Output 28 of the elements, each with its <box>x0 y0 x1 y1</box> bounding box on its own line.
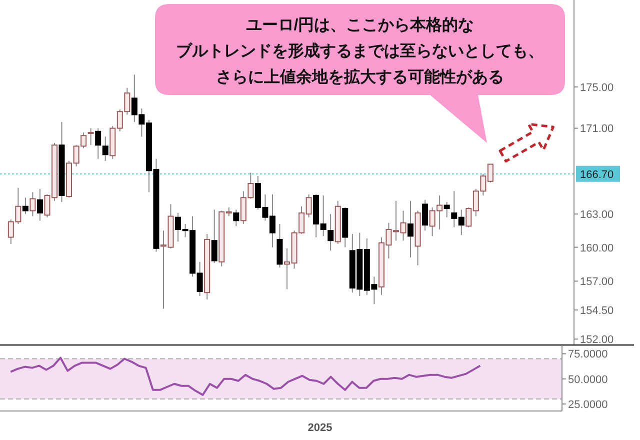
y-tick-label: 175.00 <box>580 82 614 94</box>
annotation: ブルトレンドを形成するまでは至らないとしても、 <box>176 42 544 60</box>
annotation: さらに上値余地を拡大する可能性がある <box>216 68 504 86</box>
y-tick-label: 25.0000 <box>568 398 608 411</box>
candlestick <box>408 200 414 258</box>
candlestick <box>422 199 428 232</box>
y-tick-label: 160.00 <box>580 242 614 254</box>
text: 2025 <box>308 422 332 434</box>
y-tick-label: 154.50 <box>580 304 614 317</box>
candlestick <box>30 192 36 217</box>
candlestick <box>22 197 28 215</box>
candlestick <box>36 188 43 222</box>
y-tick-label: 171.00 <box>580 123 614 136</box>
annotation: ユーロ/円は、ここから本格的な <box>246 16 474 34</box>
candlestick <box>211 209 218 264</box>
y-tick-label: 157.00 <box>580 276 614 288</box>
y-tick-label: 50.0000 <box>568 374 608 386</box>
y-tick-label: 152.00 <box>580 334 614 346</box>
candlestick <box>328 214 334 252</box>
y-tick-label: 163.00 <box>580 209 614 222</box>
candlestick <box>95 128 102 160</box>
candlestick <box>88 128 94 146</box>
candlestick <box>102 136 108 162</box>
y-tick-label: 75.0000 <box>568 348 608 361</box>
ref-line-label: 166.70 <box>580 168 614 181</box>
candlestick <box>444 201 450 218</box>
candlestick <box>233 209 240 227</box>
line-series <box>10 356 482 396</box>
